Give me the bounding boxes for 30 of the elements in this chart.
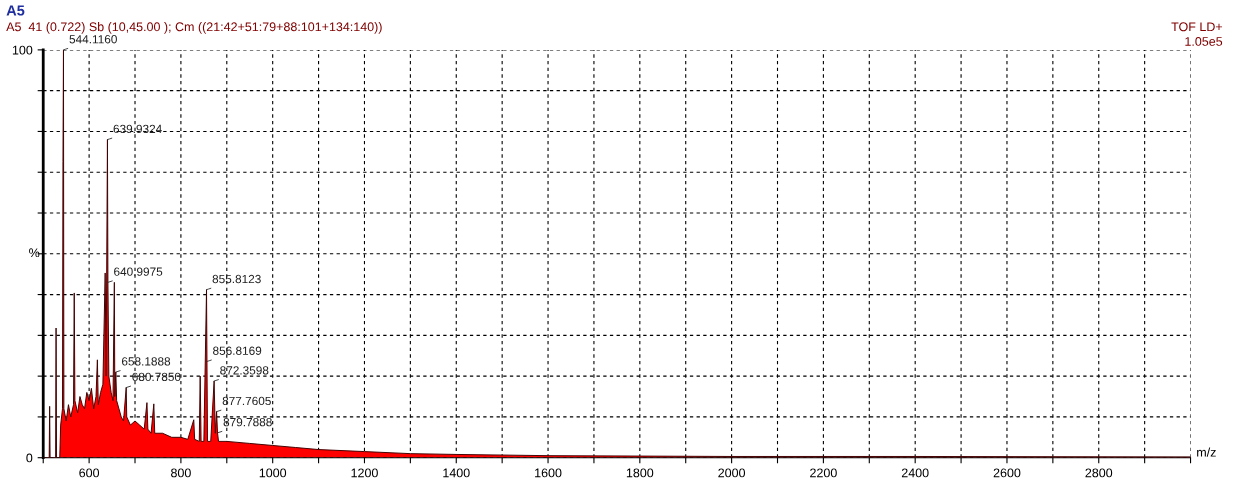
chart-subtitle: A5 41 (0.722) Sb (10,45.00 ); Cm ((21:42+51:79+88:101+134:140)) (6, 22, 382, 34)
annotation: 640.9975 (114, 267, 163, 276)
annotation: 855.8123 (212, 274, 261, 284)
x-tick-label: 1800 (626, 468, 654, 478)
annotation: 680.7850 (132, 372, 181, 382)
y-tick-label: 0 (26, 453, 33, 463)
x-tick-label: 1600 (535, 468, 562, 478)
x-axis-title: m/z (1197, 447, 1216, 457)
annotation: 658.1888 (121, 357, 171, 366)
x-tick-label: 1400 (443, 468, 470, 478)
x-tick-label: 2000 (718, 468, 746, 478)
y-axis-title: % (29, 248, 40, 258)
annotation: 544.1160 (69, 35, 117, 44)
chart-title: A5 (6, 5, 25, 16)
x-tick-label: 1000 (259, 468, 287, 478)
annotation: 877.7605 (222, 396, 271, 406)
annotation: 856.8169 (213, 346, 262, 355)
x-tick-label: 2200 (810, 468, 837, 478)
text: TOF LD+ (1171, 22, 1223, 32)
x-tick-label: 2400 (901, 468, 929, 478)
text: 1.05e5 (1185, 37, 1223, 46)
x-tick-label: 1200 (351, 468, 378, 478)
annotation: 879.7888 (223, 417, 272, 427)
x-tick-label: 600 (79, 468, 100, 478)
x-tick-label: 2600 (993, 468, 1021, 478)
x-tick-label: 2800 (1085, 468, 1113, 478)
y-tick-label: 100 (12, 45, 33, 55)
annotation: 872.3598 (220, 366, 269, 375)
x-tick-label: 800 (171, 468, 191, 478)
annotation: 639.9324 (113, 124, 162, 134)
